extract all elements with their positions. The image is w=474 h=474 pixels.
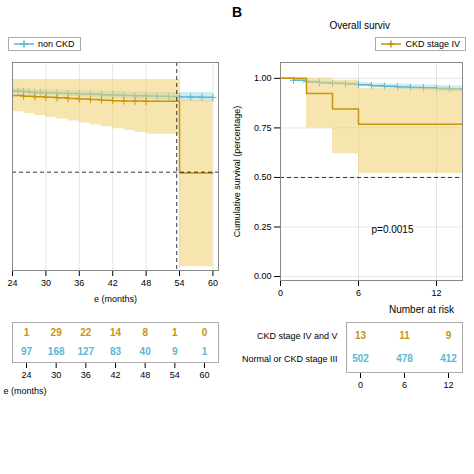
svg-text:12: 12 <box>431 288 441 298</box>
svg-text:e (months): e (months) <box>4 386 47 396</box>
svg-text:Normal or CKD stage III: Normal or CKD stage III <box>242 354 338 364</box>
svg-text:48: 48 <box>140 370 150 380</box>
svg-text:42: 42 <box>108 278 118 288</box>
svg-text:1: 1 <box>24 327 30 338</box>
svg-text:14: 14 <box>110 327 122 338</box>
svg-text:0.75: 0.75 <box>254 123 272 133</box>
svg-text:e (months): e (months) <box>94 294 137 304</box>
svg-text:0.25: 0.25 <box>254 222 272 232</box>
svg-text:0.50: 0.50 <box>254 172 272 182</box>
svg-text:1: 1 <box>172 327 178 338</box>
svg-text:0: 0 <box>278 288 283 298</box>
svg-text:168: 168 <box>48 346 65 357</box>
svg-text:6: 6 <box>402 380 407 390</box>
svg-text:13: 13 <box>355 330 367 341</box>
svg-text:48: 48 <box>141 278 151 288</box>
svg-text:Cumulative survival (percentag: Cumulative survival (percentage) <box>232 106 242 238</box>
svg-text:30: 30 <box>51 370 61 380</box>
html-text:Number at risk: Number at risk <box>389 304 454 315</box>
svg-text:24: 24 <box>7 278 17 288</box>
svg-text:1: 1 <box>202 346 208 357</box>
svg-text:8: 8 <box>142 327 148 338</box>
svg-text:11: 11 <box>399 330 410 341</box>
svg-text:29: 29 <box>51 327 63 338</box>
svg-text:CKD stage IV and V: CKD stage IV and V <box>257 331 338 341</box>
svg-text:0: 0 <box>358 380 363 390</box>
svg-text:22: 22 <box>80 327 92 338</box>
svg-text:36: 36 <box>81 370 91 380</box>
svg-text:42: 42 <box>110 370 120 380</box>
svg-text:9: 9 <box>172 346 178 357</box>
svg-text:0.00: 0.00 <box>254 271 272 281</box>
svg-text:60: 60 <box>208 278 218 288</box>
svg-text:0: 0 <box>202 327 208 338</box>
svg-text:30: 30 <box>41 278 51 288</box>
svg-text:83: 83 <box>110 346 122 357</box>
svg-text:p=0.0015: p=0.0015 <box>372 224 414 235</box>
svg-text:36: 36 <box>74 278 84 288</box>
svg-text:412: 412 <box>440 353 457 364</box>
svg-text:502: 502 <box>352 353 369 364</box>
svg-text:6: 6 <box>356 288 361 298</box>
svg-text:478: 478 <box>396 353 413 364</box>
html-text:Overall surviv: Overall surviv <box>329 20 390 31</box>
svg-text:9: 9 <box>446 330 452 341</box>
svg-text:97: 97 <box>21 346 33 357</box>
html-text:non CKD: non CKD <box>38 39 75 49</box>
svg-text:54: 54 <box>175 278 185 288</box>
svg-text:24: 24 <box>21 370 31 380</box>
svg-text:12: 12 <box>443 380 453 390</box>
html-text:CKD stage IV: CKD stage IV <box>405 39 460 49</box>
svg-text:127: 127 <box>77 346 94 357</box>
svg-text:54: 54 <box>170 370 180 380</box>
svg-text:60: 60 <box>199 370 209 380</box>
html-text:B: B <box>231 4 243 20</box>
svg-text:40: 40 <box>140 346 152 357</box>
svg-text:1.00: 1.00 <box>254 73 272 83</box>
